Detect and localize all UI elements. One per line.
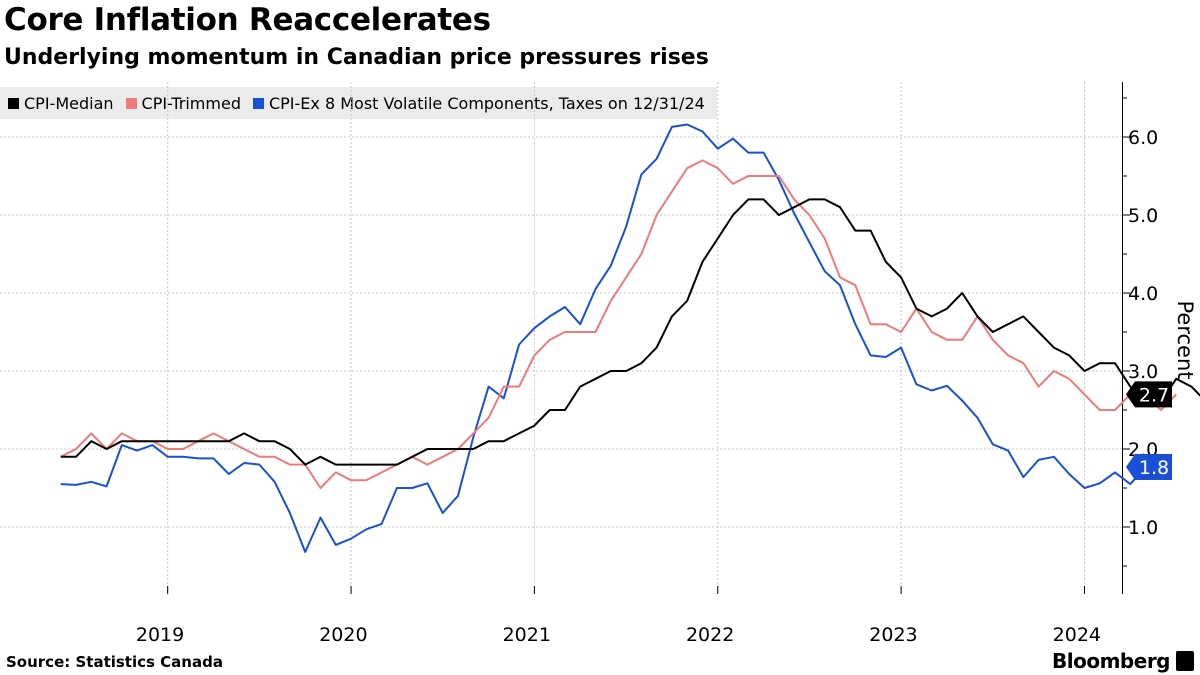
legend-swatch-exvol <box>252 97 264 109</box>
x-tick-label: 2022 <box>686 624 734 646</box>
chart-subtitle: Underlying momentum in Canadian price pr… <box>4 45 709 70</box>
end-label-exvol-bg <box>1126 453 1172 480</box>
legend-label-exvol: CPI-Ex 8 Most Volatile Components, Taxes… <box>268 93 705 113</box>
end-label-median: 2.7 <box>1139 384 1169 406</box>
y-tick-label: 1.0 <box>1128 517 1158 539</box>
end-label-exvol: 1.8 <box>1139 457 1169 479</box>
series-line-trimmed <box>60 159 1177 489</box>
x-tick-label: 2019 <box>136 624 184 646</box>
y-tick-label: 3.0 <box>1128 361 1158 383</box>
y-tick-label: 5.0 <box>1128 205 1158 227</box>
legend-label-median: CPI-Median <box>24 93 114 113</box>
legend-item-trimmed: CPI-Trimmed <box>125 93 241 113</box>
end-label-median-bg <box>1126 381 1172 408</box>
legend-label-trimmed: CPI-Trimmed <box>141 93 241 113</box>
chart-legend: CPI-Median CPI-Trimmed CPI-Ex 8 Most Vol… <box>0 87 717 119</box>
legend-swatch-trimmed <box>125 97 137 109</box>
series-line-exvol <box>60 123 1147 553</box>
bloomberg-logo: Bloomberg <box>1052 649 1170 673</box>
x-tick-label: 2020 <box>319 624 367 646</box>
x-tick-label: 2021 <box>503 624 551 646</box>
x-tick-label: 2024 <box>1053 624 1101 646</box>
chart-title: Core Inflation Reaccelerates <box>4 2 491 38</box>
series-line-median <box>60 198 1200 466</box>
y-tick-label: 4.0 <box>1128 283 1158 305</box>
legend-swatch-median <box>8 97 19 109</box>
source-note: Source: Statistics Canada <box>6 653 223 671</box>
bloomberg-mark-icon <box>1176 651 1194 671</box>
y-axis-title: Percent <box>1173 300 1197 379</box>
legend-item-exvol: CPI-Ex 8 Most Volatile Components, Taxes… <box>252 93 705 113</box>
y-tick-label: 6.0 <box>1128 127 1158 149</box>
legend-item-median: CPI-Median <box>8 94 114 113</box>
x-tick-label: 2023 <box>869 624 917 646</box>
